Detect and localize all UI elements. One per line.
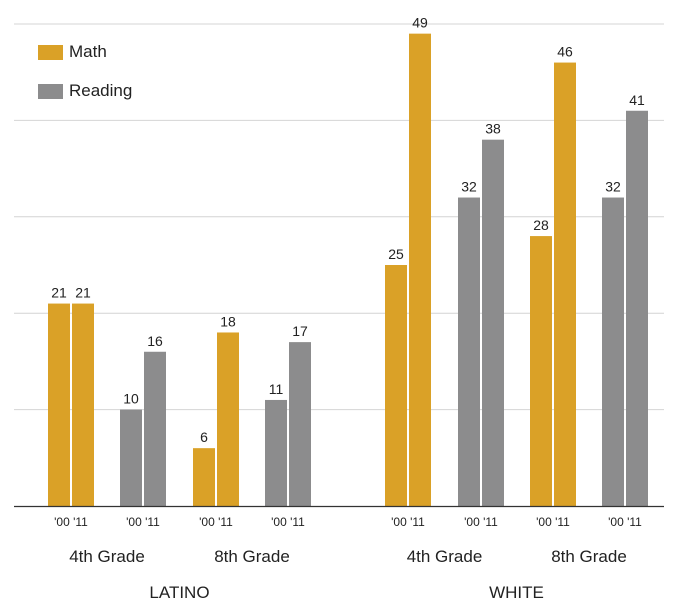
year-tick-label: '00 '11	[608, 515, 642, 529]
grade-label: 8th Grade	[551, 547, 627, 566]
bar-reading	[458, 197, 480, 506]
bar-reading	[626, 110, 648, 506]
year-tick-label: '00 '11	[536, 515, 570, 529]
bar-math	[72, 303, 94, 506]
grade-label: 4th Grade	[69, 547, 145, 566]
grade-label: 4th Grade	[407, 547, 483, 566]
bar-math	[217, 332, 239, 506]
bar-value-label: 18	[220, 313, 236, 329]
bar-math	[530, 236, 552, 506]
bar-value-label: 41	[629, 92, 645, 108]
bar-math	[554, 62, 576, 507]
bar-reading	[602, 197, 624, 506]
year-tick-label: '00 '11	[464, 515, 498, 529]
legend-swatch-math	[38, 44, 63, 60]
grade-label: 8th Grade	[214, 547, 290, 566]
legend-label-reading: Reading	[69, 81, 133, 100]
bar-math	[385, 265, 407, 506]
bar-math	[48, 303, 70, 506]
bar-reading	[482, 139, 504, 506]
bar-math	[193, 448, 215, 506]
bar-value-label: 21	[51, 285, 67, 301]
bar-value-label: 32	[605, 179, 621, 195]
bar-value-label: 49	[412, 15, 428, 31]
bar-reading	[289, 342, 311, 506]
legend-swatch-reading	[38, 83, 63, 99]
legend-label-math: Math	[69, 42, 107, 61]
bar-value-label: 10	[123, 391, 139, 407]
group-label: WHITE	[489, 583, 544, 602]
bar-value-label: 17	[292, 323, 308, 339]
bar-value-label: 6	[200, 429, 208, 445]
bar-value-label: 25	[388, 246, 404, 262]
year-tick-label: '00 '11	[271, 515, 305, 529]
year-tick-label: '00 '11	[126, 515, 160, 529]
legend-item-math: Math	[38, 40, 132, 64]
bar-math	[409, 33, 431, 506]
legend-item-reading: Reading	[38, 79, 132, 103]
bar-value-label: 38	[485, 121, 501, 137]
bar-reading	[265, 399, 287, 506]
bar-value-label: 28	[533, 217, 549, 233]
group-label: LATINO	[149, 583, 209, 602]
year-tick-label: '00 '11	[199, 515, 233, 529]
bar-value-label: 46	[557, 44, 573, 60]
bar-reading	[120, 409, 142, 506]
bar-value-label: 16	[147, 333, 163, 349]
year-tick-label: '00 '11	[391, 515, 425, 529]
bar-value-label: 11	[269, 381, 284, 397]
bar-value-label: 32	[461, 179, 477, 195]
bar-value-label: 21	[75, 285, 91, 301]
legend: Math Reading	[38, 40, 132, 118]
bar-reading	[144, 351, 166, 506]
year-tick-label: '00 '11	[54, 515, 88, 529]
